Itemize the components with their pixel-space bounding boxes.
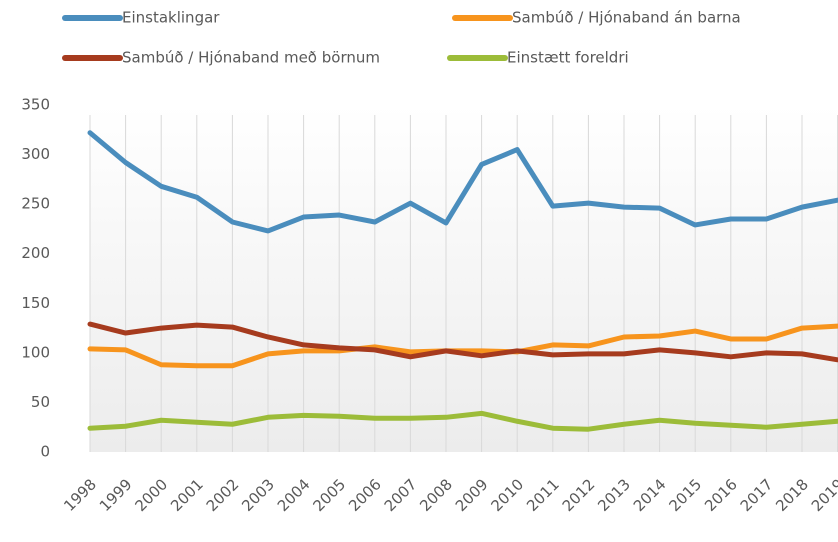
x-tick-label: 2004 — [274, 475, 314, 515]
y-tick-label: 200 — [21, 244, 50, 262]
x-tick-label: 2019 — [808, 475, 838, 515]
x-tick-label: 2002 — [203, 475, 243, 515]
x-tick-label: 2009 — [452, 475, 492, 515]
y-tick-label: 300 — [21, 145, 50, 163]
y-tick-label: 150 — [21, 294, 50, 312]
series-line — [87, 130, 838, 234]
x-tick-label: 2005 — [309, 475, 349, 515]
y-tick-label: 0 — [40, 443, 50, 461]
plot-area — [90, 105, 838, 452]
y-tick-label: 250 — [21, 195, 50, 213]
x-tick-label: 2001 — [167, 475, 207, 515]
x-tick-label: 1999 — [96, 475, 136, 515]
x-tick-label: 2011 — [523, 475, 563, 515]
x-tick-label: 2016 — [701, 475, 741, 515]
y-tick-label: 50 — [31, 393, 50, 411]
x-tick-label: 2012 — [559, 475, 599, 515]
legend-label: Sambúð / Hjónaband án barna — [512, 9, 741, 27]
legend-label: Einstætt foreldri — [507, 49, 629, 67]
x-tick-label: 2008 — [416, 475, 456, 515]
x-tick-label: 2015 — [665, 475, 705, 515]
x-tick-label: 1998 — [60, 475, 100, 515]
x-tick-label: 2018 — [772, 475, 812, 515]
series-line — [87, 321, 838, 363]
x-tick-label: 2017 — [737, 475, 777, 515]
y-tick-label: 350 — [21, 96, 50, 114]
x-tick-label: 2006 — [345, 475, 385, 515]
x-tick-label: 2007 — [381, 475, 421, 515]
x-tick-label: 2010 — [487, 475, 527, 515]
y-tick-label: 100 — [21, 343, 50, 361]
legend-label: Einstaklingar — [122, 9, 220, 27]
x-tick-label: 2013 — [594, 475, 634, 515]
series-line — [87, 410, 838, 432]
x-tick-label: 2000 — [131, 475, 171, 515]
legend-label: Sambúð / Hjónaband með börnum — [122, 49, 380, 67]
x-tick-label: 2003 — [238, 475, 278, 515]
x-tick-label: 2014 — [630, 475, 670, 515]
